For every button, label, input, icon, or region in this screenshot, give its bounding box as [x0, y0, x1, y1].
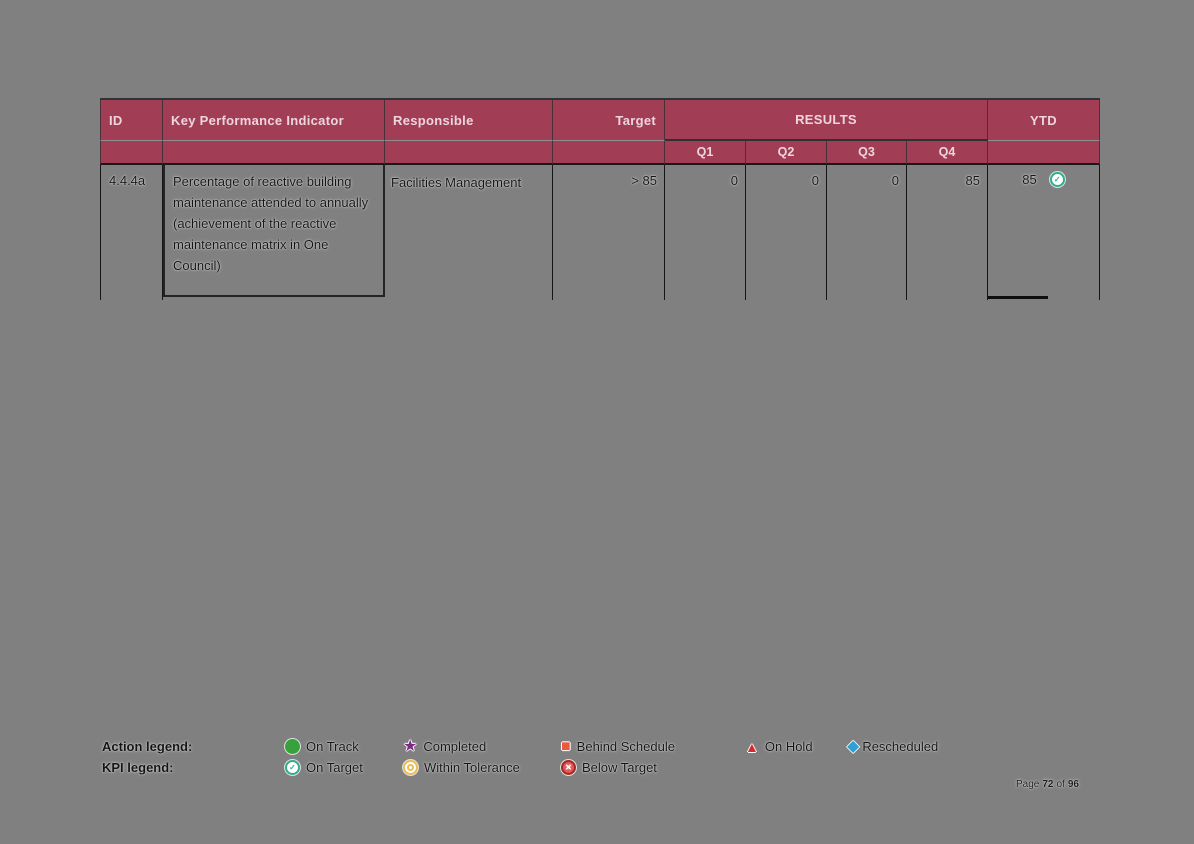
legend-item-completed: ★ Completed — [403, 738, 486, 755]
on-track-icon — [285, 739, 300, 754]
legend-item-label: Rescheduled — [862, 739, 939, 754]
diamond-icon: ◆ — [847, 737, 860, 755]
header-q4: Q4 — [907, 141, 988, 165]
kpi-legend-title: KPI legend: — [102, 760, 174, 775]
header-target: Target — [553, 100, 665, 141]
cell-q1: 0 — [665, 165, 746, 300]
ytd-value: 85 — [1022, 172, 1037, 187]
header-spacer-id — [100, 141, 163, 165]
action-legend-label: Action legend: — [102, 738, 192, 755]
legend-item-behind-schedule: ■ Behind Schedule — [561, 738, 675, 755]
within-tolerance-icon — [403, 760, 418, 775]
page-number: Page 72 of 96 — [1016, 779, 1079, 790]
kpi-legend-label: KPI legend: — [102, 759, 174, 776]
cell-q4: 85 — [907, 165, 988, 300]
legend-item-label: Completed — [423, 739, 487, 754]
header-spacer-ytd — [988, 141, 1100, 165]
legend-item-label: Behind Schedule — [576, 739, 675, 754]
cell-target: > 85 — [553, 165, 665, 300]
cell-kpi: Percentage of reactive building maintena… — [163, 165, 385, 297]
cell-responsible: Facilities Management — [385, 165, 553, 300]
legend-item-within-tolerance: Within Tolerance — [403, 759, 520, 776]
page-total: 96 — [1067, 779, 1079, 790]
header-spacer-kpi — [163, 141, 385, 165]
on-target-icon: ✓ — [285, 760, 300, 775]
header-q1: Q1 — [665, 141, 746, 165]
header-spacer-target — [553, 141, 665, 165]
cell-id: 4.4.4a — [100, 165, 163, 300]
header-q2: Q2 — [746, 141, 827, 165]
triangle-icon: ▲ — [745, 738, 759, 755]
page-of: of — [1056, 779, 1065, 790]
legend-item-label: Below Target — [582, 760, 657, 775]
cell-q3: 0 — [827, 165, 907, 300]
check-glyph: ✓ — [289, 762, 296, 772]
legend-item-label: On Hold — [764, 739, 813, 754]
page-prefix: Page — [1016, 779, 1040, 790]
header-responsible: Responsible — [385, 100, 553, 141]
legend-item-on-hold: ▲ On Hold — [745, 738, 813, 755]
below-target-icon: ✕ — [561, 760, 576, 775]
table-bottom-partial-border — [988, 296, 1048, 299]
legend-item-label: Within Tolerance — [424, 760, 520, 775]
cross-glyph: ✕ — [565, 762, 572, 772]
legend-item-rescheduled: ◆ Rescheduled — [847, 738, 938, 755]
cell-ytd: 85 ✓ — [988, 165, 1100, 300]
legend-item-label: On Track — [306, 739, 359, 754]
header-q3: Q3 — [827, 141, 907, 165]
action-legend-title: Action legend: — [102, 739, 193, 754]
kpi-table: ID Key Performance Indicator Responsible… — [100, 98, 1100, 300]
legend-item-below-target: ✕ Below Target — [561, 759, 657, 776]
square-icon: ■ — [561, 737, 571, 755]
on-target-icon: ✓ — [1049, 172, 1065, 187]
inner-ring — [407, 764, 414, 771]
cell-q2: 0 — [746, 165, 827, 300]
star-icon: ★ — [403, 737, 418, 755]
legend-item-on-track: On Track — [285, 738, 359, 755]
header-spacer-responsible — [385, 141, 553, 165]
legend-item-on-target: ✓ On Target — [285, 759, 363, 776]
header-kpi: Key Performance Indicator — [163, 100, 385, 141]
check-glyph: ✓ — [1053, 174, 1061, 184]
header-ytd: YTD — [988, 100, 1100, 141]
header-results: RESULTS — [665, 100, 988, 141]
legend-item-label: On Target — [306, 760, 363, 775]
page-current: 72 — [1042, 779, 1054, 790]
header-id: ID — [100, 100, 163, 141]
